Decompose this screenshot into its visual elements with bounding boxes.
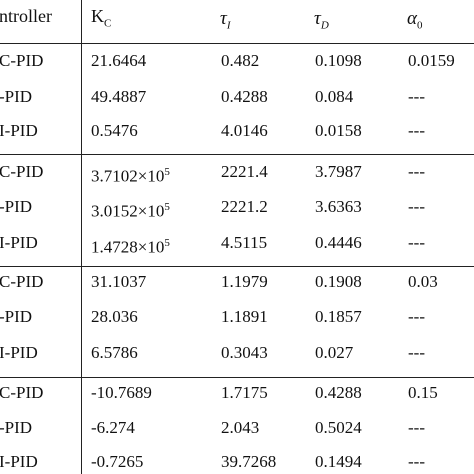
row-2-tau-d: 0.084	[315, 87, 354, 106]
row-5-kc-base: 3.0152×10	[91, 201, 165, 221]
row-1-alpha: 0.0159	[408, 51, 455, 70]
row-3-alpha: ---	[408, 121, 425, 140]
row-11-tau-d: 0.5024	[315, 418, 362, 437]
row-6-kc-exponent: 5	[164, 237, 170, 249]
row-3-kc: 0.5476	[91, 121, 138, 140]
row-3-tau-d: 0.0158	[315, 121, 362, 140]
header-alpha-subscript: 0	[416, 19, 423, 32]
row-4-tau-d: 3.7987	[315, 162, 362, 181]
row-6-tau-d: 0.4446	[315, 233, 362, 252]
row-7-tau-i: 1.1979	[221, 272, 268, 291]
row-11-controller: -PID	[0, 418, 33, 437]
row-5-kc-exponent: 5	[164, 201, 170, 213]
header-tau-d: τD	[314, 8, 329, 36]
row-8-controller: -PID	[0, 307, 33, 326]
row-10-controller: C-PID	[0, 383, 44, 402]
row-8-tau-d: 0.1857	[315, 307, 362, 326]
header-tau-i: τI	[220, 8, 230, 36]
row-4-kc-exponent: 5	[164, 166, 170, 178]
row-10-kc: -10.7689	[91, 383, 152, 402]
row-10-tau-d: 0.4288	[315, 383, 362, 402]
header-tau-i-symbol: τ	[220, 8, 227, 29]
group-divider-1	[0, 154, 474, 155]
header-tau-d-symbol: τ	[314, 8, 321, 29]
header-controller: ntroller	[0, 6, 52, 26]
row-5-tau-d: 3.6363	[315, 197, 362, 216]
group-divider-2	[0, 266, 474, 267]
row-12-tau-i: 39.7268	[221, 452, 277, 471]
row-4-controller: C-PID	[0, 162, 44, 181]
row-12-alpha: ---	[408, 452, 425, 471]
header-kc: KC	[91, 6, 111, 34]
row-12-controller: I-PID	[0, 452, 38, 471]
row-4-tau-i: 2221.4	[221, 162, 268, 181]
row-5-tau-i: 2221.2	[221, 197, 268, 216]
header-divider	[0, 43, 474, 44]
row-1-kc: 21.6464	[91, 51, 147, 70]
row-2-controller: -PID	[0, 87, 33, 106]
row-5-alpha: ---	[408, 197, 425, 216]
header-kc-symbol: K	[91, 6, 104, 26]
row-4-alpha: ---	[408, 162, 425, 181]
row-8-tau-i: 1.1891	[221, 307, 268, 326]
row-9-alpha: ---	[408, 343, 425, 362]
group-divider-3	[0, 377, 474, 378]
header-alpha-symbol: α	[407, 8, 417, 29]
header-kc-subscript: C	[104, 17, 112, 30]
header-alpha: α0	[407, 8, 422, 36]
row-9-tau-d: 0.027	[315, 343, 354, 362]
header-tau-i-subscript: I	[226, 19, 231, 32]
row-6-controller: I-PID	[0, 233, 38, 252]
row-7-controller: C-PID	[0, 272, 44, 291]
row-2-kc: 49.4887	[91, 87, 147, 106]
row-7-kc: 31.1037	[91, 272, 147, 291]
row-10-alpha: 0.15	[408, 383, 438, 402]
row-9-controller: I-PID	[0, 343, 38, 362]
row-6-alpha: ---	[408, 233, 425, 252]
row-10-tau-i: 1.7175	[221, 383, 268, 402]
row-1-tau-d: 0.1098	[315, 51, 362, 70]
row-12-tau-d: 0.1494	[315, 452, 362, 471]
row-1-tau-i: 0.482	[221, 51, 260, 70]
row-8-alpha: ---	[408, 307, 425, 326]
row-8-kc: 28.036	[91, 307, 138, 326]
row-11-kc: -6.274	[91, 418, 135, 437]
header-tau-d-subscript: D	[320, 19, 329, 32]
row-3-controller: I-PID	[0, 121, 38, 140]
row-9-tau-i: 0.3043	[221, 343, 268, 362]
row-6-tau-i: 4.5115	[221, 233, 268, 252]
row-11-alpha: ---	[408, 418, 425, 437]
row-4-kc: 3.7102×105	[91, 162, 170, 187]
row-4-kc-base: 3.7102×10	[91, 166, 165, 186]
row-2-tau-i: 0.4288	[221, 87, 268, 106]
row-6-kc-base: 1.4728×10	[91, 237, 165, 257]
row-2-alpha: ---	[408, 87, 425, 106]
row-12-kc: -0.7265	[91, 452, 144, 471]
column-divider	[81, 0, 82, 474]
row-11-tau-i: 2.043	[221, 418, 260, 437]
row-9-kc: 6.5786	[91, 343, 138, 362]
row-3-tau-i: 4.0146	[221, 121, 268, 140]
row-6-kc: 1.4728×105	[91, 233, 170, 258]
row-1-controller: C-PID	[0, 51, 44, 70]
row-7-alpha: 0.03	[408, 272, 438, 291]
row-7-tau-d: 0.1908	[315, 272, 362, 291]
row-5-kc: 3.0152×105	[91, 197, 170, 222]
row-5-controller: -PID	[0, 197, 33, 216]
